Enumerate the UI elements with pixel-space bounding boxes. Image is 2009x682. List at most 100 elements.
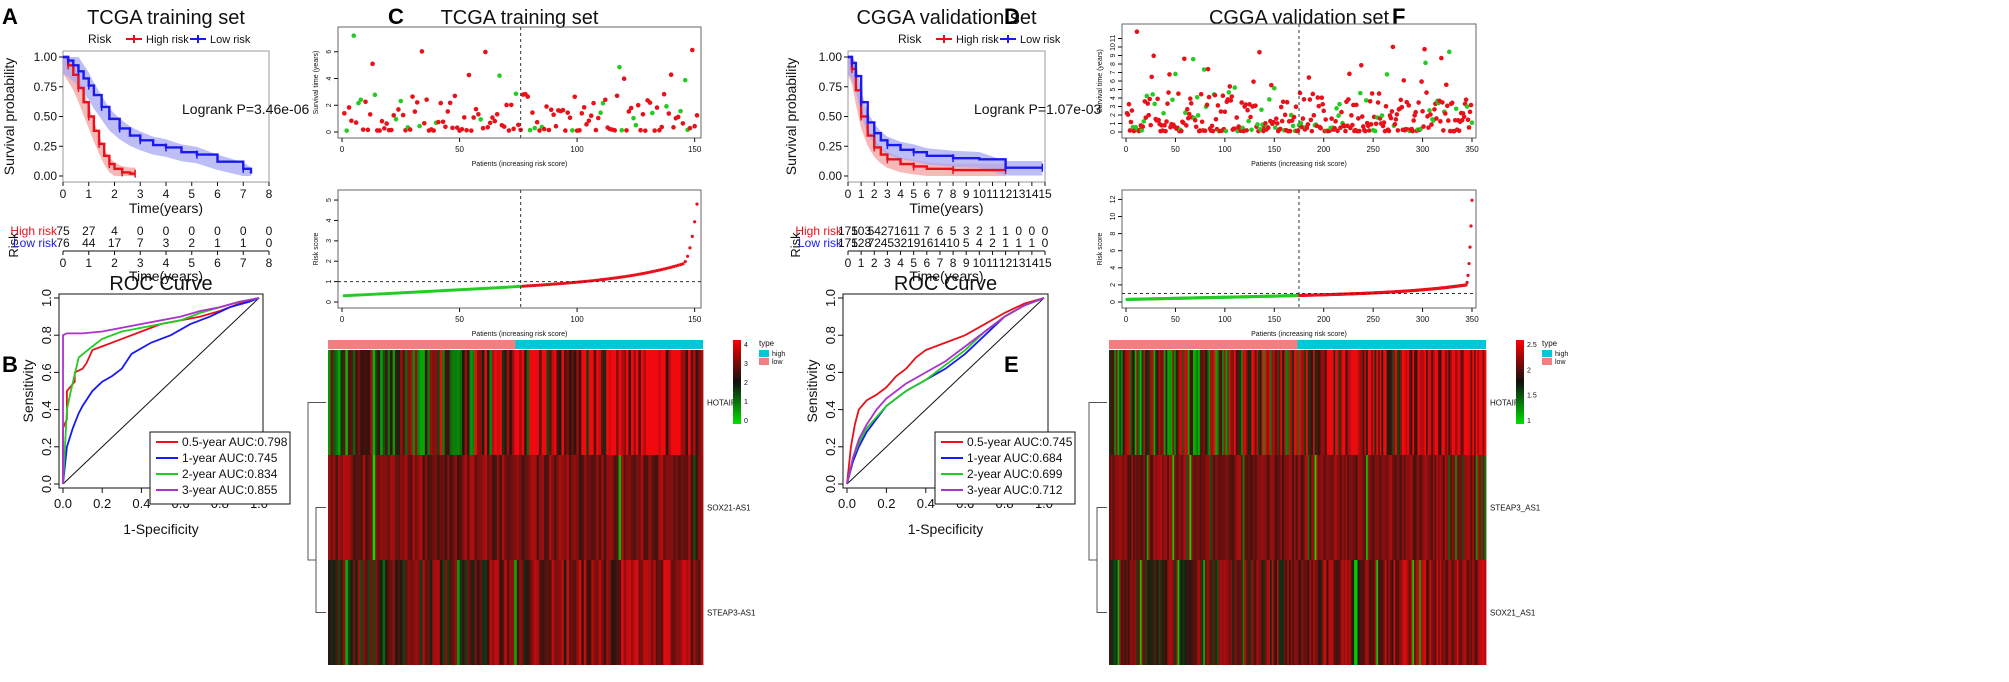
heatmap-cell (1218, 560, 1221, 665)
heatmap-cell (437, 350, 441, 455)
heatmap-cell (1381, 455, 1384, 560)
heatmap-gene-label: SOX21_AS1 (1490, 609, 1536, 618)
survival-point (1423, 60, 1428, 66)
heatmap-cell (1398, 560, 1401, 665)
heatmap-cell (1326, 455, 1329, 560)
heatmap-cell (1251, 455, 1254, 560)
heatmap-cell (1396, 560, 1400, 665)
heatmap-cell (372, 350, 376, 455)
survival-point (1401, 78, 1407, 83)
survival-point (1194, 94, 1200, 100)
survival-point (1179, 128, 1184, 134)
survival-point (598, 110, 603, 116)
survival-point (398, 98, 404, 104)
heatmap-cell (407, 455, 411, 560)
heatmap-cell (1458, 455, 1461, 560)
risk-value: 3 (163, 236, 170, 250)
heatmap-cell (422, 350, 426, 455)
heatmap-cell (1165, 560, 1168, 665)
survival-point (1290, 123, 1296, 129)
riskscore-point (373, 292, 377, 296)
heatmap-cell (417, 350, 421, 455)
risk-x-axis-label: Time(years) (129, 268, 203, 284)
heatmap-cell (1295, 455, 1298, 560)
survival-point (1376, 91, 1382, 96)
heatmap-cell (1275, 455, 1278, 560)
heatmap-cell (1304, 350, 1307, 455)
riskscore-point (392, 291, 396, 295)
survival-point (1375, 100, 1381, 105)
heatmap-cell (650, 350, 654, 455)
survival-point (1429, 122, 1434, 127)
heatmap-cell (337, 455, 341, 560)
survival-point (1335, 128, 1340, 134)
survival-point (447, 100, 453, 106)
heatmap-cell (442, 455, 446, 560)
riskscore-point (385, 291, 389, 296)
heatmap-cell (1348, 560, 1352, 665)
heatmap-cell (1119, 455, 1122, 560)
heatmap-cell (1335, 455, 1338, 560)
heatmap-cell (658, 560, 662, 665)
heatmap-cell (457, 560, 461, 665)
heatmap-cell (549, 560, 552, 665)
heatmap-cell (1450, 455, 1453, 560)
survival-point (356, 100, 361, 106)
heatmap-cell (1463, 455, 1466, 560)
survival-point (654, 105, 660, 110)
heatmap-cell (1347, 350, 1350, 455)
heatmap-cell (1290, 350, 1293, 455)
heatmap-cell (1359, 350, 1362, 455)
heatmap-cell (387, 560, 391, 665)
heatmap-cell (1372, 455, 1376, 560)
survival-point (1456, 128, 1462, 134)
x-tick-label: 150 (688, 145, 702, 154)
heatmap-cell (1131, 455, 1134, 560)
heatmap-cell (578, 560, 582, 665)
survival-point (1234, 115, 1240, 120)
survival-point (1321, 108, 1327, 114)
survival-point (1199, 119, 1205, 125)
heatmap-cell (1273, 560, 1276, 665)
survival-point (537, 128, 542, 133)
heatmap-cell (1235, 350, 1238, 455)
survival-point (1279, 118, 1285, 124)
heatmap-cell (362, 560, 366, 665)
heatmap-cell (432, 560, 436, 665)
heatmap-cell (1436, 455, 1439, 560)
heatmap-cell (1391, 455, 1394, 560)
survival-point (1244, 128, 1249, 133)
heatmap-cell (571, 350, 575, 455)
riskscore-point (422, 290, 426, 294)
riskscore-point (523, 284, 527, 288)
heatmap-cell (660, 560, 664, 665)
heatmap-cell (1234, 455, 1237, 560)
heatmap-cell (1280, 455, 1283, 560)
survival-point (1253, 103, 1258, 108)
heatmap-cell (1194, 560, 1197, 665)
risk-value: 19 (907, 236, 921, 250)
survival-point (1379, 113, 1385, 118)
heatmap-cell (1480, 455, 1483, 560)
heatmap-cell (486, 350, 490, 455)
heatmap-cell (434, 455, 438, 560)
heatmap-cell (1398, 455, 1401, 560)
riskscore-point (695, 202, 699, 206)
risk-value: 1 (1002, 236, 1009, 250)
heatmap-cell (1227, 560, 1230, 665)
heatmap-cell (1268, 455, 1271, 560)
survival-point (584, 122, 589, 127)
x-tick-label: 50 (455, 145, 464, 154)
heatmap-cell (432, 455, 436, 560)
x-tick-label: 300 (1416, 145, 1430, 154)
heatmap-cell (1307, 455, 1310, 560)
heatmap-cell (621, 455, 624, 560)
heatmap-cell (544, 560, 547, 665)
x-tick-label: 0 (1124, 145, 1129, 154)
survival-point (1406, 103, 1412, 108)
riskscore-point (352, 293, 356, 297)
heatmap-cell (1192, 350, 1196, 455)
survival-point (1272, 125, 1278, 130)
heatmap-cell (459, 350, 463, 455)
heatmap-cell (601, 350, 605, 455)
